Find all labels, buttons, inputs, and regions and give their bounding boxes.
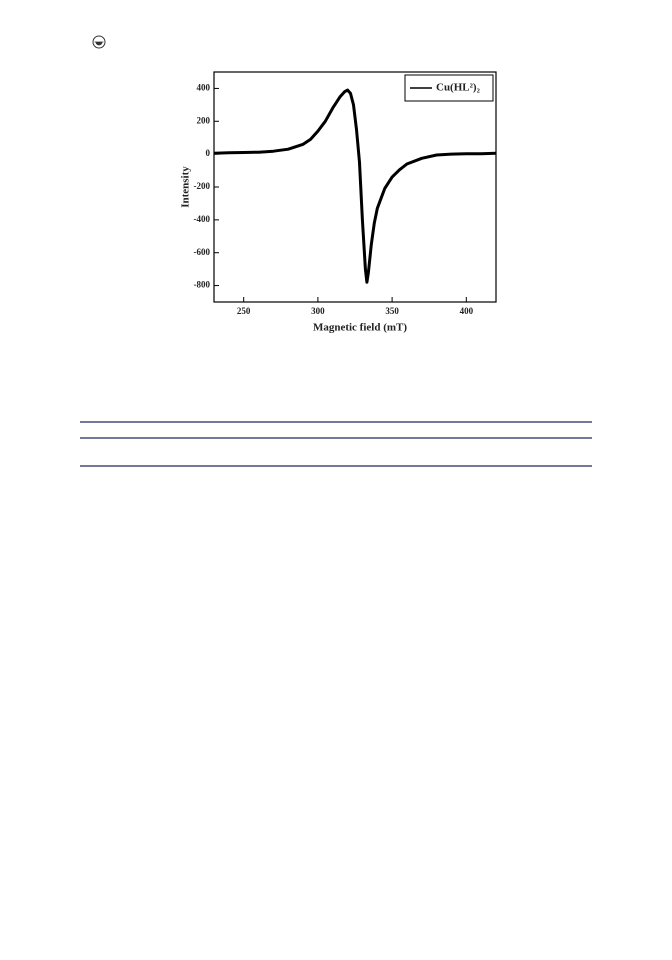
series-line (213, 88, 497, 284)
x-tick-label: 250 (237, 306, 251, 316)
legend-label: Cu(HL²)₂ (436, 82, 481, 94)
x-tick-label: 400 (460, 306, 474, 316)
x-tick-label: 300 (311, 306, 325, 316)
y-tick-label: 0 (206, 148, 211, 158)
y-tick-label: 200 (197, 115, 211, 125)
x-tick-label: 350 (385, 306, 399, 316)
y-tick-label: -400 (194, 214, 211, 224)
x-axis-label: Magnetic field (mT) (313, 322, 407, 334)
y-axis-label: Intensity (180, 166, 192, 208)
y-tick-label: -800 (194, 280, 211, 290)
page-icon (92, 35, 106, 49)
y-tick-label: -600 (194, 247, 211, 257)
y-tick-label: 400 (197, 82, 211, 92)
y-tick-label: -200 (194, 181, 211, 191)
